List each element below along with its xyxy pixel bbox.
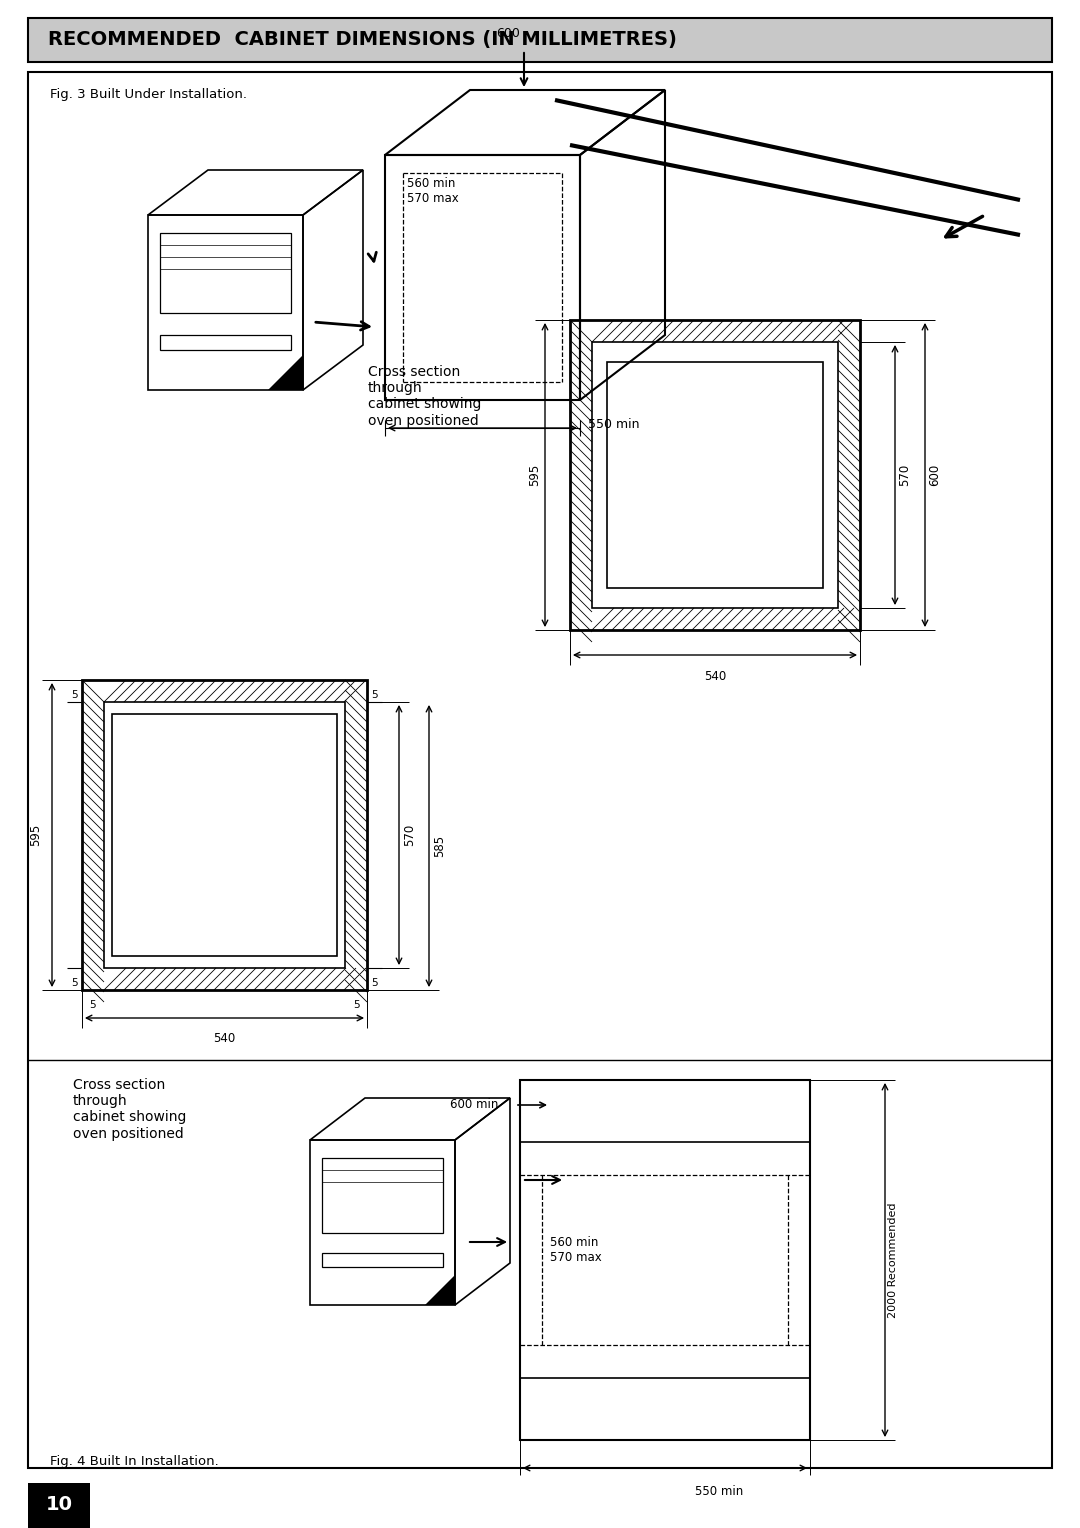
Text: 5: 5	[372, 691, 378, 700]
Bar	[160, 335, 291, 350]
Text: 585: 585	[433, 834, 446, 857]
Text: 550 min: 550 min	[696, 1485, 743, 1497]
Text: 600: 600	[928, 465, 941, 486]
Bar	[322, 1253, 443, 1267]
Text: 550 min: 550 min	[588, 417, 639, 431]
Polygon shape	[268, 354, 303, 390]
Text: 560 min
570 max: 560 min 570 max	[407, 177, 459, 205]
Bar	[384, 154, 580, 400]
Text: Cross section
through
cabinet showing
oven positioned: Cross section through cabinet showing ov…	[368, 365, 482, 428]
Text: 5: 5	[70, 978, 78, 989]
Text: 595: 595	[29, 824, 42, 847]
Polygon shape	[426, 1274, 455, 1305]
Text: 540: 540	[213, 1031, 235, 1045]
Bar	[28, 18, 1052, 63]
Bar	[310, 1140, 455, 1305]
Bar	[519, 1080, 810, 1439]
Text: 595: 595	[528, 465, 541, 486]
Bar	[160, 232, 291, 313]
Text: 600: 600	[496, 28, 519, 40]
Text: 5: 5	[90, 999, 96, 1010]
Bar	[570, 319, 860, 630]
Text: 570: 570	[403, 824, 416, 847]
Text: 5: 5	[353, 999, 360, 1010]
Bar	[112, 714, 337, 957]
Bar	[82, 680, 367, 990]
Text: Fig. 4 Built In Installation.: Fig. 4 Built In Installation.	[50, 1455, 219, 1468]
Text: 600 min: 600 min	[450, 1099, 498, 1111]
Text: 10: 10	[45, 1496, 72, 1514]
Bar	[322, 1158, 443, 1233]
Text: 570: 570	[897, 465, 912, 486]
Bar	[592, 342, 838, 608]
Bar	[104, 701, 345, 969]
Text: Cross section
through
cabinet showing
oven positioned: Cross section through cabinet showing ov…	[73, 1077, 187, 1140]
Text: 2000 Recommended: 2000 Recommended	[888, 1203, 897, 1317]
Bar	[28, 1484, 90, 1528]
Bar	[607, 362, 823, 588]
Text: 5: 5	[372, 978, 378, 989]
Text: 5: 5	[70, 691, 78, 700]
Text: Fig. 3 Built Under Installation.: Fig. 3 Built Under Installation.	[50, 89, 247, 101]
Bar	[148, 215, 303, 390]
Text: 540: 540	[704, 669, 726, 683]
Text: RECOMMENDED  CABINET DIMENSIONS (IN MILLIMETRES): RECOMMENDED CABINET DIMENSIONS (IN MILLI…	[48, 31, 677, 49]
Text: 560 min
570 max: 560 min 570 max	[550, 1236, 602, 1264]
